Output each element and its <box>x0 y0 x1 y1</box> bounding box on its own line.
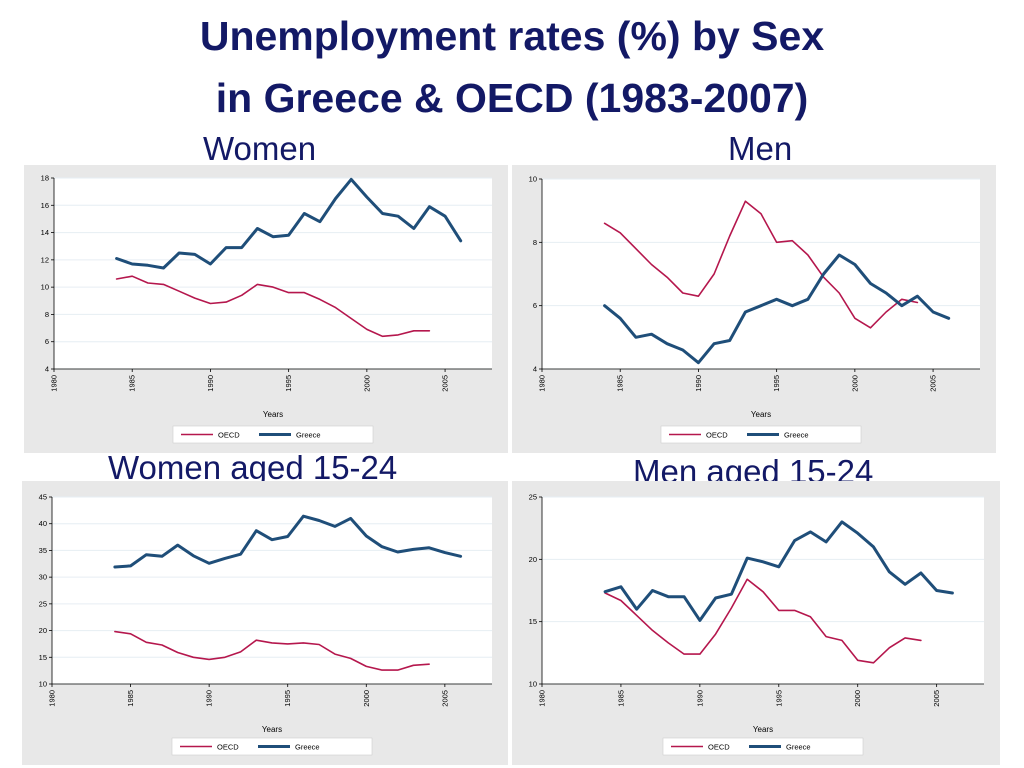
y-tick-label: 10 <box>39 680 47 689</box>
x-tick-label: 1990 <box>206 375 215 392</box>
series-line-greece <box>113 514 463 569</box>
plot-area <box>542 497 984 684</box>
legend-label-greece: Greece <box>295 743 320 752</box>
chart-svg-women: 4 6 8 10 12 14 16 18 1980 1985 1990 1995 2000 2005 Yea… <box>41 174 492 444</box>
x-tick-label: 1990 <box>695 690 704 707</box>
x-tick-label: 1980 <box>48 690 57 707</box>
y-tick-label: 15 <box>529 617 537 626</box>
chart-svg-men: 4 6 8 10 1980 1985 1990 1995 2000 2005 Years OECD Gr… <box>529 175 980 444</box>
series-line-greece <box>603 520 954 622</box>
series-line-oecd <box>603 200 919 329</box>
y-tick-label: 6 <box>533 301 537 310</box>
plot-area <box>54 178 492 369</box>
y-tick-label: 15 <box>39 653 47 662</box>
legend: OECD Greece <box>171 737 373 756</box>
panel-label-women-15-24: Women aged 15-24 <box>108 449 398 486</box>
legend-label-oecd: OECD <box>706 431 728 440</box>
series-line-greece <box>115 177 463 270</box>
x-tick-label: 1990 <box>205 690 214 707</box>
x-tick-label: 2005 <box>932 690 941 707</box>
x-tick-label: 1980 <box>538 690 547 707</box>
y-tick-label: 12 <box>41 255 49 264</box>
legend: OECD Greece <box>172 425 374 444</box>
y-tick-label: 8 <box>45 310 49 319</box>
y-tick-label: 40 <box>39 519 47 528</box>
chart-panel-men: 4 6 8 10 1980 1985 1990 1995 2000 2005 Years OECD Gr… <box>512 165 996 453</box>
y-tick-label: 10 <box>529 680 537 689</box>
panel-label-women: Women <box>203 130 317 167</box>
y-tick-label: 35 <box>39 546 47 555</box>
plot-area <box>542 179 980 369</box>
x-tick-label: 1995 <box>283 690 292 707</box>
plot-area <box>52 497 492 684</box>
legend: OECD Greece <box>662 737 864 756</box>
y-tick-label: 16 <box>41 201 49 210</box>
y-tick-label: 25 <box>39 599 47 608</box>
x-tick-label: 1995 <box>772 375 781 392</box>
y-tick-label: 6 <box>45 337 49 346</box>
y-tick-label: 14 <box>41 228 49 237</box>
y-tick-label: 45 <box>39 493 47 502</box>
x-tick-label: 1980 <box>538 375 547 392</box>
x-tick-label: 1985 <box>616 690 625 707</box>
x-axis-title: Years <box>262 725 282 734</box>
y-tick-label: 30 <box>39 573 47 582</box>
y-tick-label: 10 <box>529 175 537 184</box>
x-tick-label: 2000 <box>853 690 862 707</box>
legend-label-greece: Greece <box>784 431 809 440</box>
x-tick-label: 1985 <box>128 375 137 392</box>
x-tick-label: 2000 <box>362 375 371 392</box>
series-line-greece <box>603 253 951 365</box>
chart-panel-women-15-24: 10 15 20 25 30 35 40 45 1980 1985 1990 1995 2000 2005… <box>22 481 508 765</box>
x-tick-label: 2000 <box>362 690 371 707</box>
x-axis-title: Years <box>751 410 771 419</box>
panel-label-men: Men <box>728 130 793 167</box>
series-line-oecd <box>604 578 922 664</box>
y-tick-label: 25 <box>529 493 537 502</box>
y-tick-label: 20 <box>529 555 537 564</box>
x-tick-label: 2005 <box>929 375 938 392</box>
x-tick-label: 1995 <box>774 690 783 707</box>
y-tick-label: 4 <box>45 365 49 374</box>
x-tick-label: 1980 <box>50 375 59 392</box>
x-axis-title: Years <box>263 410 283 419</box>
chart-svg-women-15-24: 10 15 20 25 30 35 40 45 1980 1985 1990 1995 2000 2005… <box>39 493 492 756</box>
x-tick-label: 1990 <box>694 375 703 392</box>
y-tick-label: 18 <box>41 174 49 183</box>
legend-label-oecd: OECD <box>217 743 239 752</box>
series-line-oecd <box>114 630 430 671</box>
page-title-line-1: Unemployment rates (%) by Sex <box>199 13 825 59</box>
legend-label-oecd: OECD <box>708 743 730 752</box>
y-tick-label: 10 <box>41 283 49 292</box>
x-tick-label: 1985 <box>126 690 135 707</box>
chart-panel-women: 4 6 8 10 12 14 16 18 1980 1985 1990 1995 2000 2005 Yea… <box>24 165 508 453</box>
series-line-oecd <box>115 275 431 338</box>
x-tick-label: 2005 <box>440 690 449 707</box>
y-tick-label: 4 <box>533 365 537 374</box>
legend-label-greece: Greece <box>786 743 811 752</box>
legend-label-oecd: OECD <box>218 431 240 440</box>
x-tick-label: 2000 <box>850 375 859 392</box>
y-tick-label: 20 <box>39 626 47 635</box>
legend-label-greece: Greece <box>296 431 321 440</box>
x-tick-label: 2005 <box>441 375 450 392</box>
x-tick-label: 1995 <box>284 375 293 392</box>
y-tick-label: 8 <box>533 238 537 247</box>
x-tick-label: 1985 <box>616 375 625 392</box>
page-title-line-2: in Greece & OECD (1983-2007) <box>215 75 809 121</box>
chart-panel-men-15-24: 10 15 20 25 1980 1985 1990 1995 2000 2005 Years OEC… <box>512 481 1000 765</box>
x-axis-title: Years <box>753 725 773 734</box>
legend: OECD Greece <box>660 425 862 444</box>
chart-svg-men-15-24: 10 15 20 25 1980 1985 1990 1995 2000 2005 Years OEC… <box>529 493 984 756</box>
